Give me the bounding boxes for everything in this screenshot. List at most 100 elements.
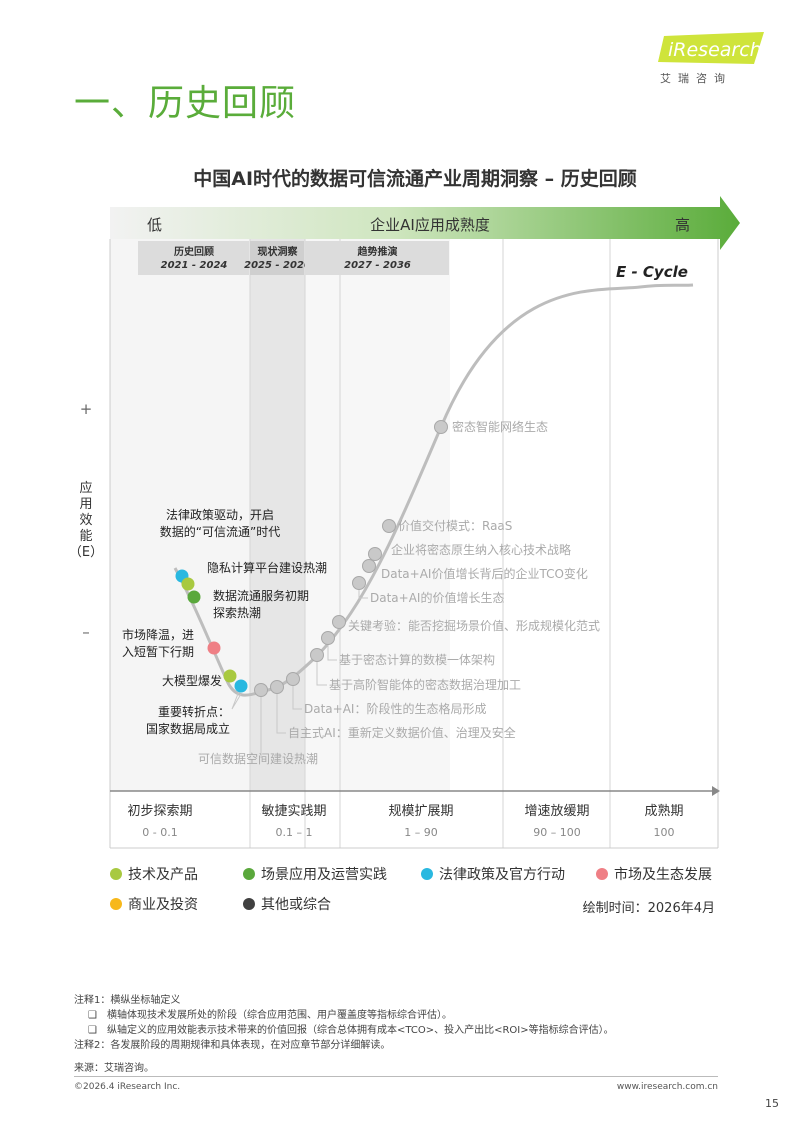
event-marker-15 bbox=[382, 519, 396, 533]
period-header-2 bbox=[305, 241, 449, 275]
event-marker-7 bbox=[270, 680, 284, 694]
note-2: 注释2：各发展阶段的周期规律和具体表现，在对应章节部分详细解读。 bbox=[74, 1040, 391, 1051]
y-axis-label-4: （E） bbox=[69, 545, 103, 560]
event-label-4: 大模型爆发 bbox=[162, 673, 222, 688]
event-label-line2-5: 国家数据局成立 bbox=[146, 721, 230, 736]
y-axis-plus: + bbox=[80, 400, 93, 418]
legend-item-other: 其他或综合 bbox=[243, 894, 331, 914]
event-label-15: 价值交付模式：RaaS bbox=[398, 518, 512, 533]
maturity-arrow bbox=[110, 196, 740, 250]
event-marker-14 bbox=[368, 547, 382, 561]
legend-label-scene: 场景应用及运营实践 bbox=[261, 867, 387, 883]
stage-range-1: 0.1 – 1 bbox=[276, 826, 313, 839]
note-1: 注释1：横纵坐标轴定义 bbox=[74, 995, 181, 1006]
period-years-1: 2025 - 2026 bbox=[244, 260, 311, 271]
legend-item-scene: 场景应用及运营实践 bbox=[243, 864, 387, 884]
legend-item-policy: 法律政策及官方行动 bbox=[421, 864, 565, 884]
event-marker-1 bbox=[181, 577, 195, 591]
legend-label-other: 其他或综合 bbox=[261, 897, 331, 913]
period-years-0: 2021 - 2024 bbox=[161, 260, 228, 271]
period-header-1 bbox=[250, 241, 304, 275]
event-marker-9 bbox=[310, 648, 324, 662]
history-band bbox=[110, 239, 250, 791]
stage-range-3: 90 – 100 bbox=[533, 826, 581, 839]
event-label-line2-0: 数据的“可信流通”时代 bbox=[160, 524, 280, 539]
y-axis-label-1: 用 bbox=[79, 497, 92, 512]
event-marker-16 bbox=[434, 420, 448, 434]
page-number: 15 bbox=[765, 1097, 779, 1110]
note-1-b: ❑ 纵轴定义的应用效能表示技术带来的价值回报（综合总体拥有成本<TCO>、投入产… bbox=[88, 1025, 614, 1036]
source-note: 来源：艾瑞咨询。 bbox=[74, 1063, 154, 1074]
logo-subtitle: 艾瑞咨询 bbox=[660, 72, 732, 85]
event-label-16: 密态智能网络生态 bbox=[452, 419, 548, 434]
stage-name-2: 规模扩展期 bbox=[388, 804, 453, 819]
event-label-8: Data+AI：阶段性的生态格局形成 bbox=[304, 701, 486, 716]
event-marker-11 bbox=[332, 615, 346, 629]
event-label-5: 重要转折点： bbox=[158, 704, 230, 719]
legend-label-policy: 法律政策及官方行动 bbox=[439, 867, 565, 883]
event-marker-10 bbox=[321, 631, 335, 645]
maturity-high-label: 高 bbox=[675, 216, 690, 234]
y-axis-label-2: 效 bbox=[79, 513, 92, 528]
event-label-10: 基于密态计算的数模一体架构 bbox=[339, 652, 495, 667]
cycle-chart: 低 企业AI应用成熟度 高 历史回顾 2021 - 2024 现状洞察 2025 - … bbox=[69, 196, 740, 849]
event-label-13: Data+AI价值增长背后的企业TCO变化 bbox=[381, 566, 588, 581]
event-label-line2-3: 入短暂下行期 bbox=[122, 645, 194, 659]
period-title-1: 现状洞察 bbox=[258, 245, 299, 258]
event-label-14: 企业将密态原生纳入核心技术战略 bbox=[391, 542, 571, 557]
legend-dot-scene bbox=[243, 868, 255, 880]
stage-range-0: 0 - 0.1 bbox=[142, 826, 177, 839]
footer-copyright: ©2026.4 iResearch Inc. bbox=[74, 1082, 181, 1092]
legend-item-business: 商业及投资 bbox=[110, 894, 198, 914]
event-marker-3 bbox=[207, 641, 221, 655]
legend-label-market: 市场及生态发展 bbox=[614, 867, 712, 883]
event-label-6: 可信数据空间建设热潮 bbox=[198, 751, 318, 766]
period-title-2: 趋势推演 bbox=[358, 245, 398, 258]
trend-band bbox=[305, 239, 450, 791]
period-header-0 bbox=[138, 241, 249, 275]
stage-name-4: 成熟期 bbox=[644, 803, 683, 819]
event-marker-4 bbox=[223, 669, 237, 683]
e-cycle-curve bbox=[173, 283, 694, 697]
stage-name-1: 敏捷实践期 bbox=[261, 804, 326, 819]
y-axis-minus: – bbox=[82, 623, 90, 641]
logo-text: iResearch bbox=[668, 39, 762, 61]
footer-website: www.iresearch.com.cn bbox=[616, 1082, 718, 1092]
maturity-axis-label: 企业AI应用成熟度 bbox=[370, 216, 490, 234]
stage-range-2: 1 – 90 bbox=[404, 826, 438, 839]
event-label-12: Data+AI的价值增长生态 bbox=[370, 590, 504, 605]
x-axis-arrow bbox=[712, 786, 720, 796]
page-title: 一、历史回顾 bbox=[74, 83, 297, 124]
event-marker-8 bbox=[286, 672, 300, 686]
legend-dot-policy bbox=[421, 868, 433, 880]
event-label-9: 基于高阶智能体的密态数据治理加工 bbox=[329, 677, 521, 692]
event-label-2: 数据流通服务初期 bbox=[213, 588, 309, 603]
legend-label-business: 商业及投资 bbox=[128, 897, 198, 913]
legend-item-market: 市场及生态发展 bbox=[596, 864, 712, 884]
note-1-a: ❑ 横轴体现技术发展所处的阶段（综合应用范围、用户覆盖度等指标综合评估）。 bbox=[88, 1010, 452, 1021]
event-marker-6 bbox=[254, 683, 268, 697]
event-marker-12 bbox=[352, 576, 366, 590]
y-axis-label-3: 能 bbox=[79, 529, 92, 544]
event-marker-13 bbox=[362, 559, 376, 573]
legend-dot-business bbox=[110, 898, 122, 910]
period-years-2: 2027 - 2036 bbox=[344, 260, 411, 271]
event-leader-5 bbox=[231, 685, 242, 710]
curve-label: E - Cycle bbox=[616, 263, 688, 281]
period-title-0: 历史回顾 bbox=[174, 245, 214, 258]
draw-date: 绘制时间：2026年4月 bbox=[582, 901, 715, 916]
y-axis-label-0: 应 bbox=[79, 480, 92, 496]
event-marker-5 bbox=[234, 679, 248, 693]
maturity-low-label: 低 bbox=[147, 216, 162, 234]
legend-item-tech: 技术及产品 bbox=[110, 864, 198, 884]
event-label-line2-2: 探索热潮 bbox=[213, 605, 261, 620]
iresearch-logo: iResearch 艾瑞咨询 bbox=[650, 30, 770, 86]
event-label-0: 法律政策驱动，开启 bbox=[166, 508, 274, 522]
legend-dot-market bbox=[596, 868, 608, 880]
event-marker-2 bbox=[187, 590, 201, 604]
event-label-11: 关键考验：能否挖掘场景价值、形成规模化范式 bbox=[348, 618, 600, 633]
chart-title: 中国AI时代的数据可信流通产业周期洞察 – 历史回顾 bbox=[193, 168, 637, 190]
legend-label-tech: 技术及产品 bbox=[128, 867, 198, 883]
event-label-1: 隐私计算平台建设热潮 bbox=[207, 560, 327, 575]
stage-range-4: 100 bbox=[654, 826, 675, 839]
